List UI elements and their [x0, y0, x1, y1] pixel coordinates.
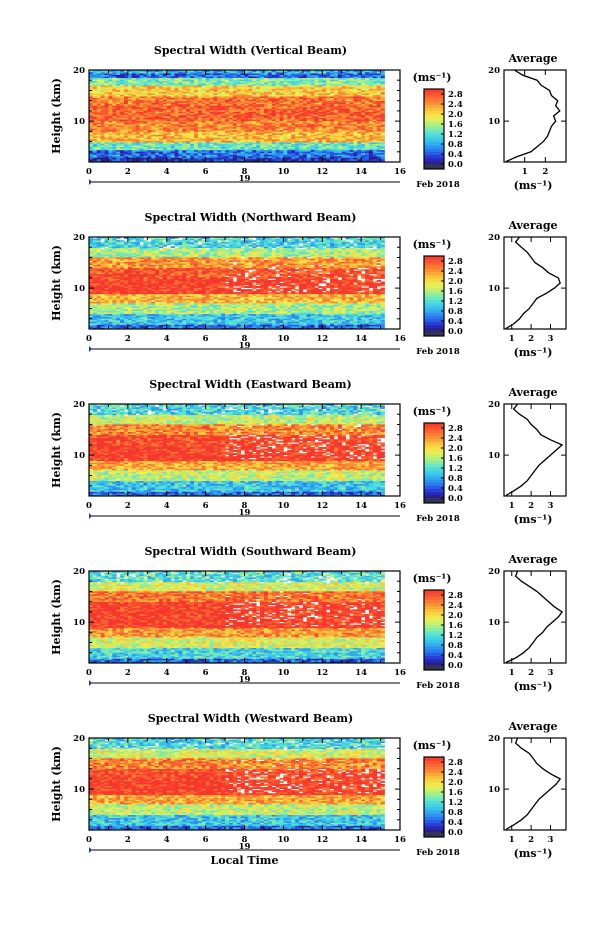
y-tick-label: 10: [73, 117, 85, 127]
colorbar-segment: [424, 136, 444, 140]
average-y-tick-label: 20: [488, 66, 500, 76]
panels: Spectral Width (Vertical Beam)0 2 4 6 8 10 12 1…: [50, 44, 566, 867]
colorbar-tick-label: 0.8: [448, 140, 463, 150]
month-label: Feb 2018: [416, 180, 460, 190]
colorbar: 2.82.42.01.61.20.80.40.0: [424, 89, 463, 170]
x-tick-label: 0: [86, 167, 92, 177]
colorbar-tick-label: 1.2: [448, 130, 463, 140]
colorbar-segment: [424, 114, 444, 118]
colorbar-tick-label: 2.8: [448, 90, 463, 100]
colorbar-segment: [424, 95, 444, 99]
colorbar-segment: [424, 158, 444, 162]
x-tick-label: 10: [277, 167, 289, 177]
average-y-tick-label: 10: [488, 117, 500, 127]
x-tick-label: 2: [125, 167, 131, 177]
colorbar-tick-label: 2.0: [448, 110, 463, 120]
heatmap-cells: [89, 237, 385, 329]
spectral-width-figure: Spectral Width (Vertical Beam)0 2 4 6 8 10 12 1…: [0, 0, 616, 929]
colorbar-tick-label: 1.6: [448, 120, 463, 130]
date-marker: [89, 179, 92, 185]
colorbar-segment: [424, 120, 444, 124]
colorbar-segment: [424, 155, 444, 159]
y-axis-label: Height (km): [50, 78, 63, 154]
average-x-tick-label: 1: [522, 167, 528, 177]
colorbar-unit: (ms⁻¹): [413, 71, 452, 84]
colorbar-segment: [424, 117, 444, 121]
colorbar-segment: [424, 98, 444, 102]
colorbar-segment: [424, 105, 444, 109]
x-tick-label: 16: [394, 167, 406, 177]
x-tick-label: 6: [203, 167, 209, 177]
colorbar-segment: [424, 148, 444, 152]
colorbar-tick-label: 0.4: [448, 150, 463, 160]
colorbar-segment: [424, 133, 444, 137]
panel-title: Spectral Width (Northward Beam): [145, 211, 357, 224]
colorbar-tick-label: 2.4: [448, 100, 463, 110]
y-tick-label: 20: [73, 66, 85, 76]
date-label: 19: [239, 174, 251, 184]
average-x-tick-label: 2: [542, 167, 548, 177]
colorbar-tick-label: 0.0: [448, 160, 463, 170]
average-xlabel: (ms⁻¹): [514, 179, 553, 192]
heatmap-cells: [89, 70, 385, 162]
average-title: Average: [507, 52, 557, 65]
colorbar-segment: [424, 127, 444, 131]
panel-1: Spectral Width (Vertical Beam)0 2 4 6 8 10 12 1…: [50, 44, 566, 192]
colorbar-segment: [424, 145, 444, 149]
colorbar-underflow: [424, 164, 444, 169]
panel-title: Spectral Width (Vertical Beam): [154, 44, 347, 57]
colorbar-segment: [424, 108, 444, 112]
x-tick-label: 4: [164, 167, 170, 177]
x-tick-label: 14: [355, 167, 367, 177]
colorbar-segment: [424, 139, 444, 143]
colorbar-segment: [424, 130, 444, 134]
x-tick-label: 12: [316, 167, 328, 177]
panel-2: Spectral Width (Northward Beam)0 2 4 6 8 10 12…: [50, 211, 566, 359]
average-profile-line: [506, 70, 560, 162]
